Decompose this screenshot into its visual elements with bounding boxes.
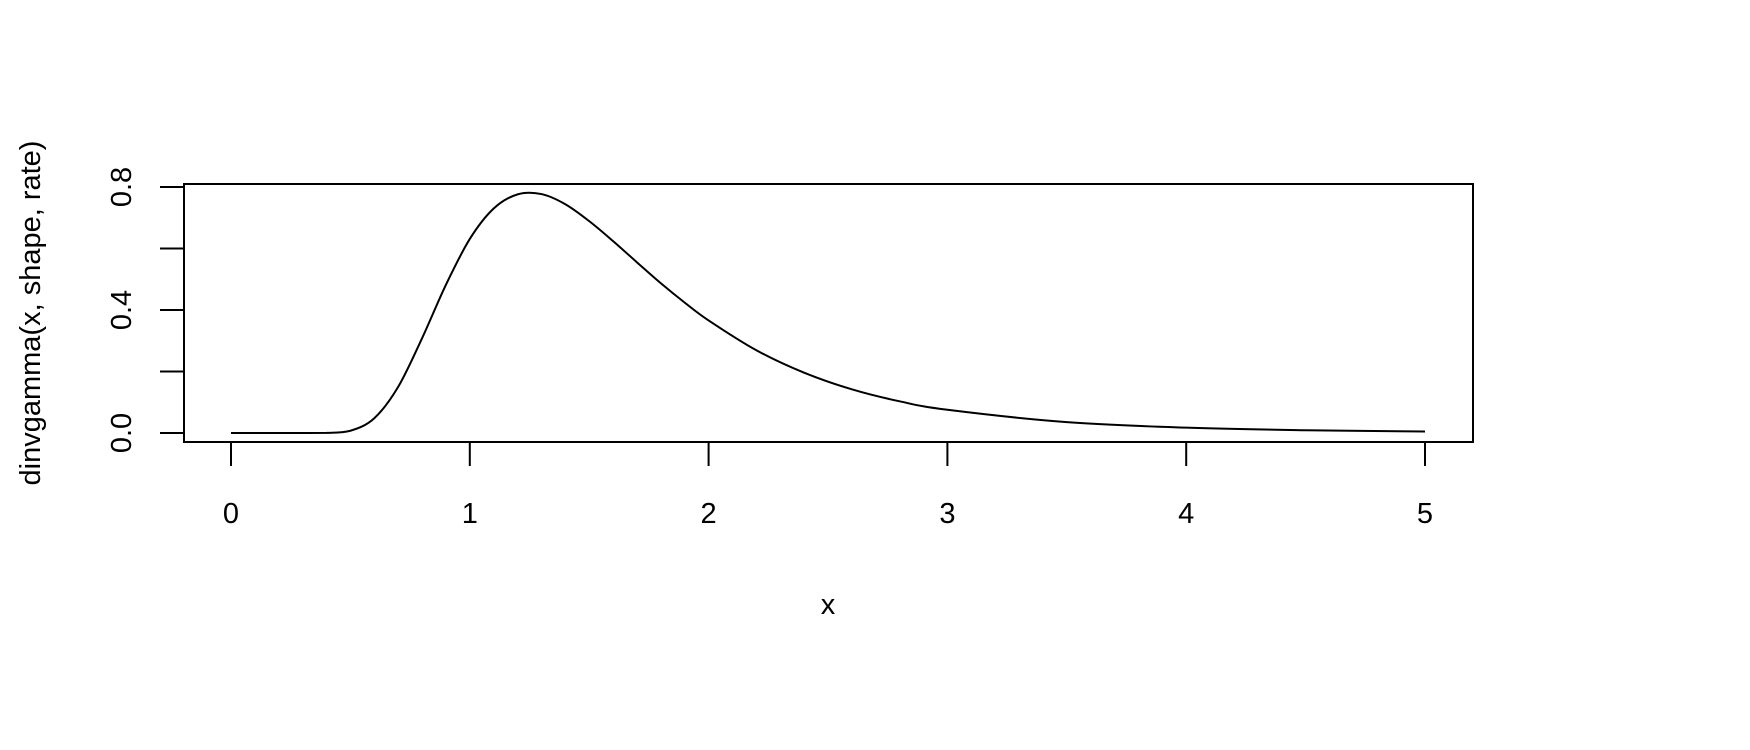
y-axis: 0.0 0.4 0.8 [106, 167, 185, 453]
plot-box [183, 183, 1474, 443]
y-tick-label: 0.4 [106, 290, 138, 330]
y-tick-label: 0.0 [106, 413, 138, 453]
x-axis-label: x [821, 589, 836, 621]
x-axis: 0 1 2 3 4 5 [223, 441, 1433, 530]
density-line [230, 191, 1426, 435]
y-axis-label: dinvgamma(x, shape, rate) [15, 141, 47, 486]
x-tick-label: 5 [1417, 498, 1433, 530]
y-tick-label: 0.8 [106, 167, 138, 207]
x-tick-label: 2 [701, 498, 717, 530]
x-tick-label: 0 [223, 498, 239, 530]
x-tick-label: 3 [939, 498, 955, 530]
x-tick-label: 1 [462, 498, 478, 530]
x-tick-label: 4 [1178, 498, 1194, 530]
